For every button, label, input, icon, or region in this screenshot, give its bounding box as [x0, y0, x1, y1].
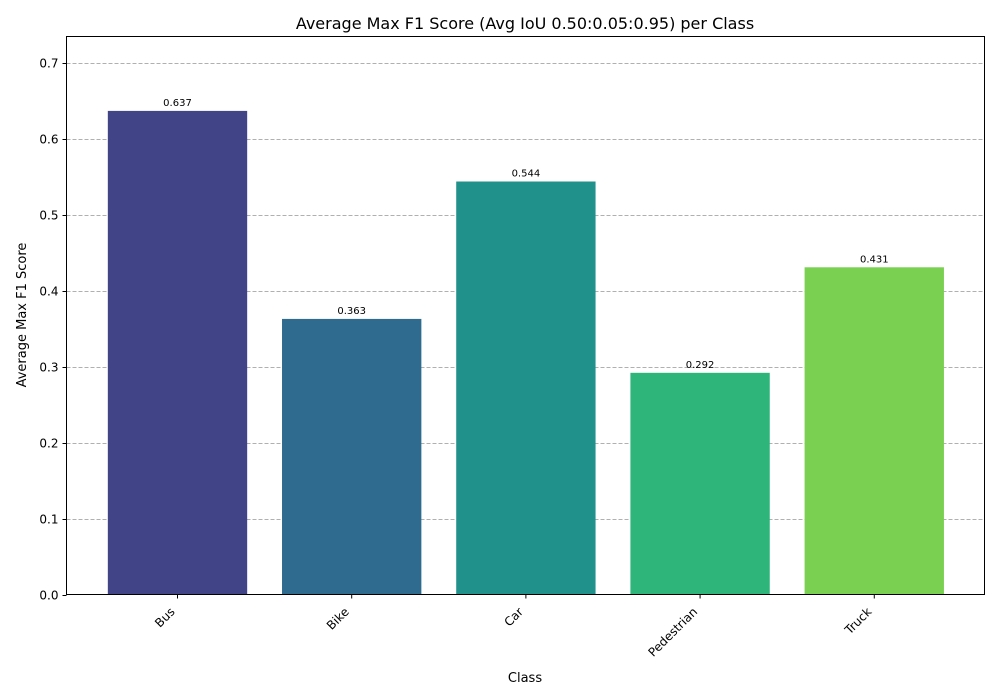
y-axis: 0.0 0.1 0.2 0.3 0.4 0.5 0.6 0.7: [39, 57, 67, 603]
bars: 0.637 0.363 0.544 0.292 0.431: [107, 98, 944, 595]
x-axis-label: Class: [508, 671, 542, 686]
y-tick-label: 0.3: [39, 361, 58, 375]
data-label: 0.431: [860, 254, 889, 265]
chart-title: Average Max F1 Score (Avg IoU 0.50:0.05:…: [296, 14, 754, 33]
x-tick-label: Truck: [841, 605, 874, 638]
data-label: 0.363: [337, 306, 366, 317]
data-label: 0.292: [686, 360, 715, 371]
data-label: 0.637: [163, 98, 192, 109]
y-tick-label: 0.5: [39, 209, 58, 223]
y-tick-label: 0.4: [39, 285, 58, 299]
x-tick-label: Pedestrian: [645, 605, 700, 660]
y-tick-label: 0.7: [39, 57, 58, 71]
x-tick-label: Car: [501, 605, 526, 630]
x-axis: Bus Bike Car Pedestrian Truck: [152, 594, 875, 660]
bar-bike: [282, 318, 422, 595]
bar-bus: [107, 110, 248, 595]
y-tick-label: 0.2: [39, 437, 58, 451]
y-tick-label: 0.1: [39, 513, 58, 527]
x-tick-label: Bus: [152, 605, 178, 631]
data-label: 0.544: [512, 169, 541, 180]
bar-truck: [804, 267, 944, 595]
bar-pedestrian: [630, 372, 770, 595]
y-tick-label: 0.0: [39, 589, 58, 603]
y-tick-label: 0.6: [39, 133, 58, 147]
x-tick-label: Bike: [324, 605, 352, 633]
y-axis-label: Average Max F1 Score: [15, 243, 30, 388]
bar-car: [456, 181, 596, 595]
